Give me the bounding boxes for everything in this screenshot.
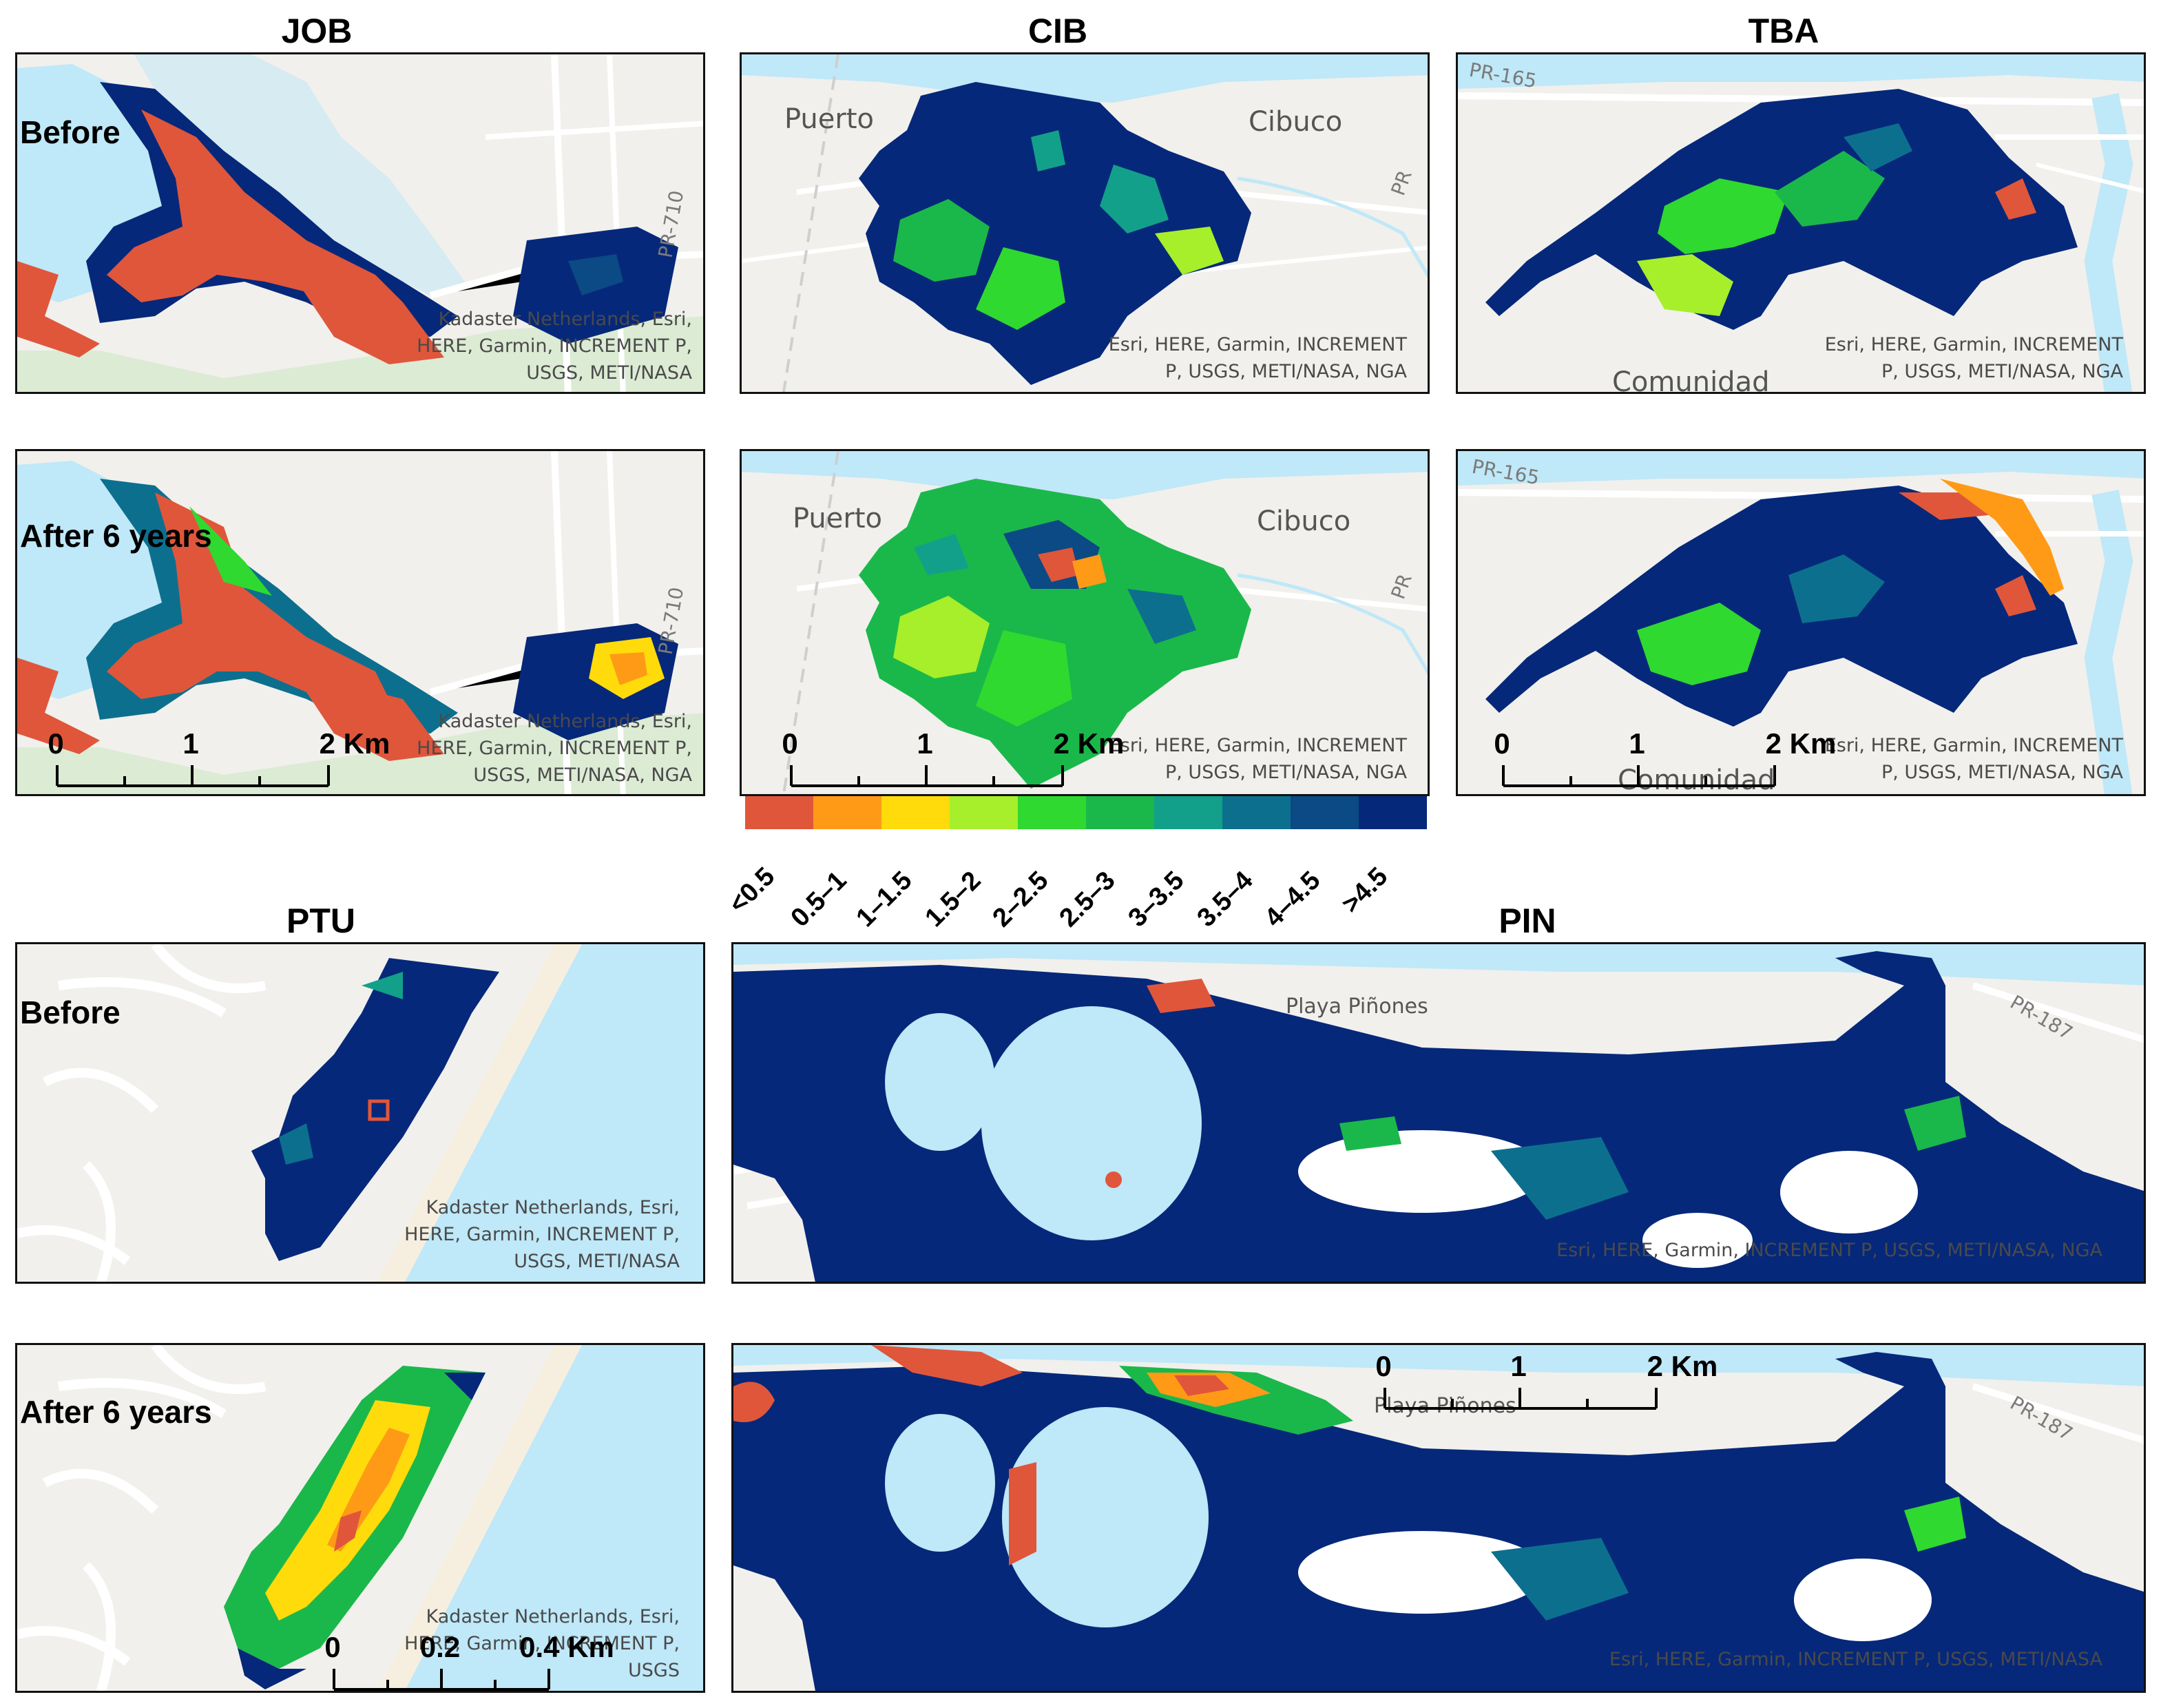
- cib-scale-tick-1: 1: [917, 727, 933, 760]
- tba-title: TBA: [1748, 12, 1819, 50]
- job-title: JOB: [281, 12, 353, 50]
- legend-swatch-8: [1291, 796, 1359, 829]
- ptu-scalebar: 0 0.2 0.4 Km: [324, 1631, 614, 1691]
- legend-label-4: 2–2.5: [987, 866, 1054, 933]
- ptu-after-attribution: Kadaster Netherlands, Esri, HERE, Garmin…: [404, 1605, 680, 1681]
- tba-scale-tick-1: 1: [1629, 727, 1645, 760]
- job-after-attribution: Kadaster Netherlands, Esri, HERE, Garmin…: [417, 710, 692, 786]
- cib-title: CIB: [1027, 12, 1088, 50]
- legend-label-7: 3.5–4: [1191, 866, 1259, 933]
- pin-scalebar: 0 1 2 Km: [1375, 1350, 1718, 1414]
- legend-swatch-4: [1018, 796, 1086, 829]
- pin-after-map: Playa Piñones PR-187 Esri, HERE, Garmin,…: [731, 1343, 2146, 1693]
- legend-label-5: 2.5–3: [1054, 866, 1121, 933]
- legend-swatch-6: [1154, 796, 1222, 829]
- tba-after-map: PR-165 Comunidad Esri, HERE, Garmin, INC…: [1456, 449, 2146, 796]
- cib-before-map: Puerto Cibuco PR Esri, HERE, Garmin, INC…: [740, 52, 1430, 394]
- tba-after-attribution: Esri, HERE, Garmin, INCREMENT P, USGS, M…: [1824, 734, 2123, 783]
- job-scalebar: 0 1 2 Km: [48, 727, 390, 791]
- legend-swatches: [745, 796, 1427, 829]
- ptu-before-attribution: Kadaster Netherlands, Esri, HERE, Garmin…: [404, 1196, 680, 1272]
- pin-title: PIN: [1499, 902, 1556, 940]
- legend-swatch-0: [745, 796, 813, 829]
- cib-scalebar: 0 1 2 Km: [782, 727, 1124, 791]
- job-after-period: After 6 years: [20, 518, 212, 554]
- job-before-period: Before: [20, 114, 121, 150]
- legend-label-9: >4.5: [1336, 862, 1394, 919]
- ptu-scale-tick-2: 0.4 Km: [519, 1631, 614, 1663]
- pin-scale-tick-2: 2 Km: [1647, 1350, 1718, 1382]
- legend-swatch-2: [881, 796, 950, 829]
- cib-after-attribution: Esri, HERE, Garmin, INCREMENT P, USGS, M…: [1108, 734, 1407, 783]
- ptu-scale-tick-1: 0.2: [419, 1631, 461, 1663]
- cib-scale-tick-0: 0: [782, 727, 798, 760]
- cib-before-place-puerto: Puerto: [784, 103, 874, 135]
- legend-label-6: 3–3.5: [1123, 866, 1190, 933]
- pin-after-attribution: Esri, HERE, Garmin, INCREMENT P, USGS, M…: [1609, 1648, 2102, 1670]
- job-before-attribution: Kadaster Netherlands, Esri, HERE, Garmin…: [417, 308, 692, 384]
- tba-after-place: Comunidad: [1618, 764, 1775, 796]
- ptu-after-map: After 6 years Kadaster Netherlands, Esri…: [15, 1343, 705, 1693]
- tba-scale-tick-2: 2 Km: [1765, 727, 1837, 760]
- tba-before-place: Comunidad: [1612, 366, 1770, 394]
- cib-before-attribution: Esri, HERE, Garmin, INCREMENT P, USGS, M…: [1108, 333, 1407, 382]
- job-scale-tick-0: 0: [48, 727, 64, 760]
- job-after-map: After 6 years PR-710 Kadaster Netherland…: [15, 449, 705, 796]
- cib-after-place-puerto: Puerto: [793, 503, 882, 534]
- job-before-map: Before PR-710 Kadaster Netherlands, Esri…: [15, 52, 705, 394]
- tba-scale-tick-0: 0: [1494, 727, 1510, 760]
- tba-scalebar: 0 1 2 Km: [1494, 727, 1836, 791]
- legend-swatch-7: [1222, 796, 1291, 829]
- pin-before-attribution: Esri, HERE, Garmin, INCREMENT P, USGS, M…: [1556, 1239, 2102, 1261]
- pin-before-map: Playa Piñones PR-187 Esri, HERE, Garmin,…: [731, 942, 2146, 1284]
- pin-after-place: Playa Piñones: [1374, 1394, 1516, 1418]
- pin-scale-tick-1: 1: [1510, 1350, 1527, 1382]
- job-scale-tick-2: 2 Km: [319, 727, 390, 760]
- cib-before-place-cibuco: Cibuco: [1249, 106, 1343, 138]
- cib-after-map: Puerto Cibuco PR Esri, HERE, Garmin, INC…: [740, 449, 1430, 796]
- legend-label-1: 0.5–1: [785, 866, 853, 933]
- legend-label-3: 1.5–2: [919, 866, 987, 933]
- cib-scale-tick-2: 2 Km: [1053, 727, 1125, 760]
- legend-label-8: 4–4.5: [1259, 866, 1326, 933]
- legend-swatch-3: [950, 796, 1018, 829]
- ptu-before-period: Before: [20, 994, 121, 1030]
- cib-after-place-cibuco: Cibuco: [1257, 506, 1351, 537]
- legend-swatch-5: [1086, 796, 1154, 829]
- pin-before-place: Playa Piñones: [1286, 994, 1428, 1019]
- ptu-title: PTU: [286, 902, 355, 940]
- pin-scale-tick-0: 0: [1375, 1350, 1392, 1382]
- depth-legend: <0.5 0.5–1 1–1.5 1.5–2 2–2.5 2.5–3 3–3.5…: [724, 796, 1427, 933]
- legend-label-2: 1–1.5: [850, 866, 918, 933]
- legend-label-0: <0.5: [723, 862, 781, 919]
- ptu-before-map: Before Kadaster Netherlands, Esri, HERE,…: [15, 942, 705, 1284]
- ptu-scale-tick-0: 0: [324, 1631, 341, 1663]
- tba-before-attribution: Esri, HERE, Garmin, INCREMENT P, USGS, M…: [1824, 333, 2123, 382]
- legend-swatch-9: [1359, 796, 1427, 829]
- ptu-after-period: After 6 years: [20, 1394, 212, 1430]
- tba-before-map: PR-165 Comunidad Esri, HERE, Garmin, INC…: [1456, 52, 2146, 394]
- legend-swatch-1: [813, 796, 881, 829]
- job-scale-tick-1: 1: [182, 727, 199, 760]
